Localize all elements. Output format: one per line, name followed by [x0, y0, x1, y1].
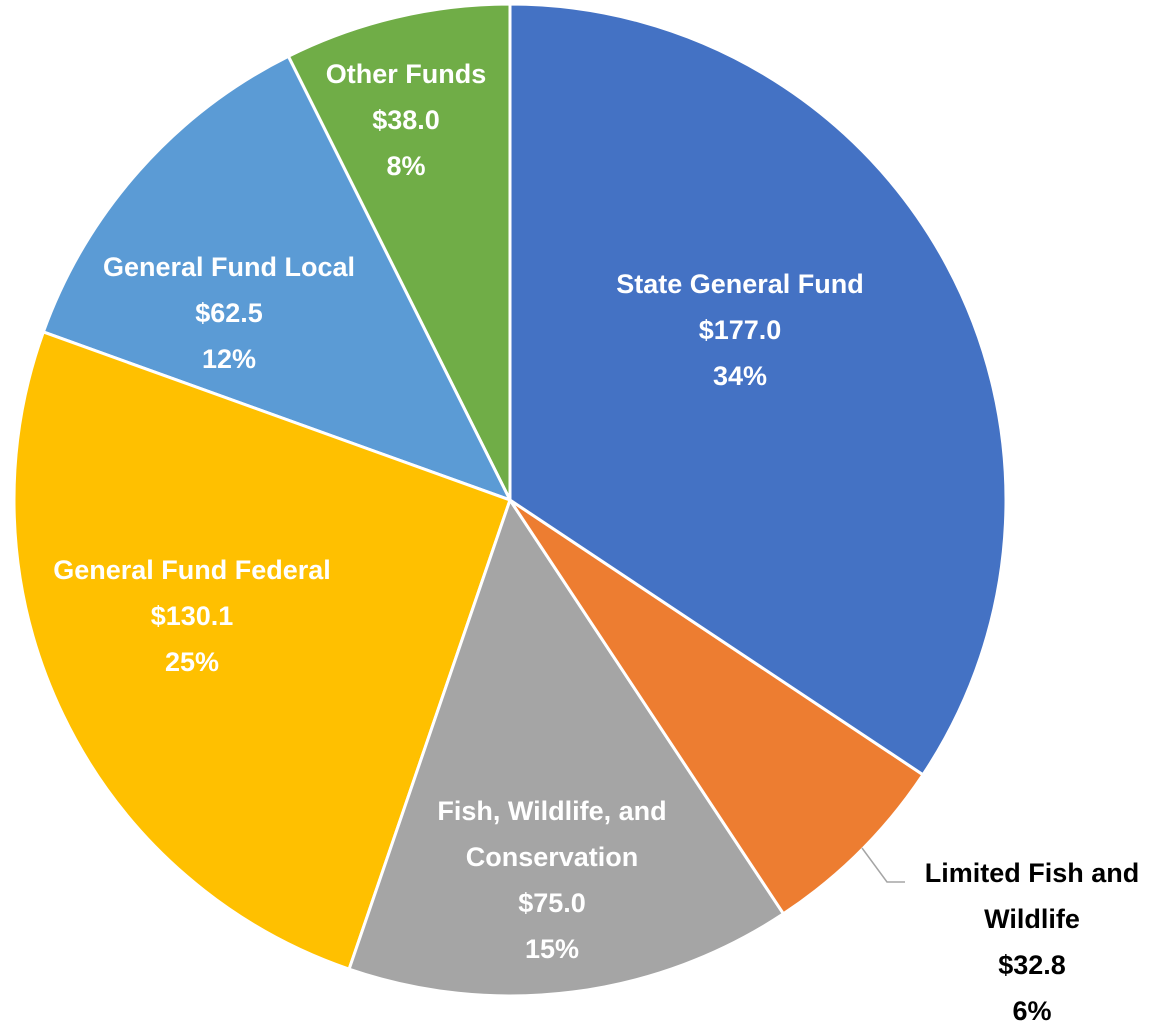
category-label: Limited Fish and Wildlife: [924, 858, 1140, 934]
slice-label: Fish, Wildlife, and Conservation $75.0 15%: [402, 788, 702, 972]
category-label: Other Funds: [325, 59, 487, 89]
value-label: 34%: [712, 361, 768, 391]
leader-line: [861, 847, 905, 883]
pie-slice: [286, 2, 512, 501]
value-label: 25%: [164, 647, 220, 677]
slice-label: State General Fund $177.0 34%: [570, 261, 910, 399]
pie-slice: [347, 496, 786, 998]
pie-slice: [12, 330, 512, 972]
category-label: Fish, Wildlife, and Conservation: [437, 796, 667, 872]
category-label: General Fund Local: [102, 252, 356, 282]
value-label: $177.0: [698, 315, 782, 345]
value-label: $62.5: [195, 298, 263, 328]
category-label: State General Fund: [616, 269, 864, 299]
pie-slice: [508, 498, 926, 916]
value-label: 6%: [1012, 996, 1052, 1026]
value-label: $75.0: [518, 888, 586, 918]
value-label: 8%: [386, 151, 426, 181]
pie-slice: [508, 2, 1008, 777]
slice-label: General Fund Federal $130.1 25%: [12, 547, 372, 685]
pie-slice: [41, 54, 514, 503]
value-label: $32.8: [998, 950, 1066, 980]
category-label: General Fund Federal: [53, 555, 331, 585]
slice-label: General Fund Local $62.5 12%: [69, 244, 389, 382]
slice-label: Limited Fish and Wildlife $32.8 6%: [902, 850, 1161, 1034]
value-label: $38.0: [372, 105, 440, 135]
value-label: 12%: [201, 344, 257, 374]
value-label: 15%: [524, 934, 580, 964]
slice-label: Other Funds $38.0 8%: [296, 51, 516, 189]
value-label: $130.1: [150, 601, 234, 631]
